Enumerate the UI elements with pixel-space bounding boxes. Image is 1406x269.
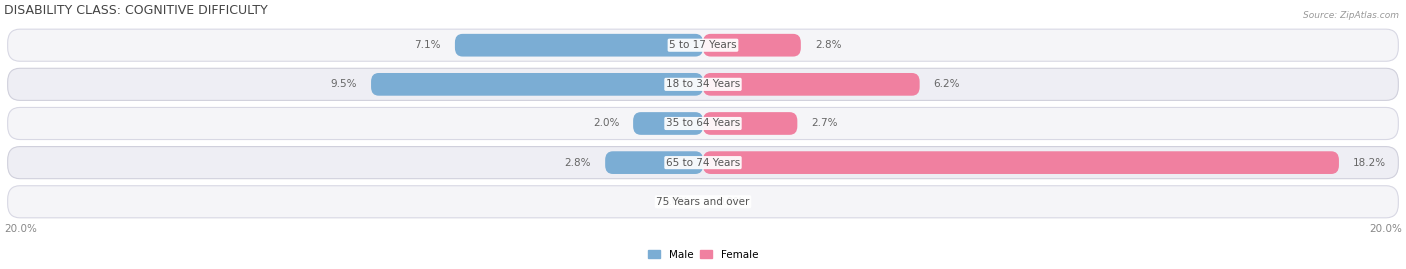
Text: 65 to 74 Years: 65 to 74 Years (666, 158, 740, 168)
FancyBboxPatch shape (605, 151, 703, 174)
Text: 0.0%: 0.0% (662, 197, 689, 207)
Text: 2.8%: 2.8% (815, 40, 841, 50)
FancyBboxPatch shape (703, 73, 920, 96)
FancyBboxPatch shape (703, 151, 1339, 174)
FancyBboxPatch shape (371, 73, 703, 96)
Text: 18.2%: 18.2% (1353, 158, 1386, 168)
Text: DISABILITY CLASS: COGNITIVE DIFFICULTY: DISABILITY CLASS: COGNITIVE DIFFICULTY (4, 4, 269, 17)
Text: 20.0%: 20.0% (4, 224, 37, 234)
Text: 35 to 64 Years: 35 to 64 Years (666, 118, 740, 129)
Text: 5 to 17 Years: 5 to 17 Years (669, 40, 737, 50)
Text: 75 Years and over: 75 Years and over (657, 197, 749, 207)
Text: 2.8%: 2.8% (565, 158, 591, 168)
Text: Source: ZipAtlas.com: Source: ZipAtlas.com (1303, 11, 1399, 20)
FancyBboxPatch shape (7, 68, 1399, 100)
Text: 2.7%: 2.7% (811, 118, 838, 129)
FancyBboxPatch shape (703, 112, 797, 135)
Text: 0.0%: 0.0% (717, 197, 744, 207)
FancyBboxPatch shape (7, 186, 1399, 218)
Text: 18 to 34 Years: 18 to 34 Years (666, 79, 740, 89)
FancyBboxPatch shape (703, 34, 801, 56)
Text: 20.0%: 20.0% (1369, 224, 1402, 234)
Text: 2.0%: 2.0% (593, 118, 619, 129)
Text: 6.2%: 6.2% (934, 79, 960, 89)
FancyBboxPatch shape (7, 107, 1399, 140)
FancyBboxPatch shape (7, 147, 1399, 179)
FancyBboxPatch shape (456, 34, 703, 56)
Text: 9.5%: 9.5% (330, 79, 357, 89)
FancyBboxPatch shape (7, 29, 1399, 61)
FancyBboxPatch shape (633, 112, 703, 135)
Legend: Male, Female: Male, Female (644, 245, 762, 264)
Text: 7.1%: 7.1% (415, 40, 441, 50)
